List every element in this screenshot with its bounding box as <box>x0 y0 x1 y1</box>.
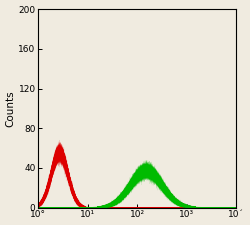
Y-axis label: Counts: Counts <box>6 90 16 127</box>
